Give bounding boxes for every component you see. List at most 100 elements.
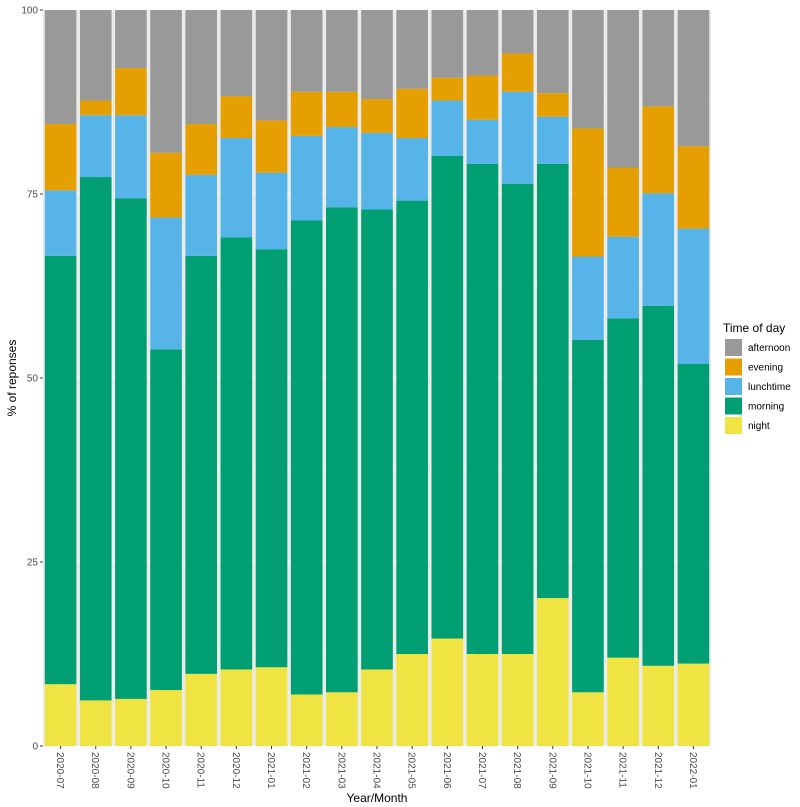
y-tick-label: 50 [27, 374, 39, 385]
bar-segment-night [431, 638, 464, 746]
bar-segment-evening [431, 77, 464, 101]
bar-segment-evening [536, 93, 569, 117]
bar-segment-night [361, 669, 393, 746]
bar-segment-evening [572, 128, 604, 257]
legend-key-afternoon [725, 339, 742, 356]
bar-segment-morning [536, 163, 569, 599]
bar-segment-afternoon [255, 10, 288, 121]
bar-segment-evening [396, 88, 428, 139]
bar-segment-morning [44, 255, 77, 685]
bar-segment-afternoon [607, 10, 639, 168]
bar-segment-night [572, 692, 604, 746]
bar-segment-evening [361, 99, 393, 133]
bar-segment-afternoon [115, 10, 147, 69]
x-tick-label: 2020-08 [89, 752, 100, 789]
bar-segment-morning [150, 349, 182, 691]
y-axis-title: % of reponses [5, 340, 19, 417]
bar-segment-night [536, 598, 569, 746]
x-tick-label: 2020-12 [230, 752, 241, 789]
legend-label-afternoon: afternoon [748, 343, 790, 354]
x-tick-label: 2020-07 [54, 752, 65, 789]
bar-segment-afternoon [536, 10, 569, 94]
bar-segment-afternoon [290, 10, 323, 92]
bar-segment-lunchtime [220, 138, 253, 238]
x-tick-label: 2021-08 [511, 752, 522, 789]
bar-segment-night [115, 698, 147, 746]
legend: Time of day afternoon evening lunchtime mor… [723, 321, 791, 434]
bar-segment-lunchtime [150, 217, 182, 350]
legend-label-night: night [748, 421, 770, 432]
bar-segment-evening [185, 124, 218, 175]
bar-segment-lunchtime [79, 115, 112, 178]
x-tick-label: 2021-03 [335, 752, 346, 789]
legend-key-evening [725, 358, 742, 376]
bar-segment-morning [607, 318, 639, 658]
bar-segment-night [326, 692, 358, 746]
bar-segment-lunchtime [572, 256, 604, 340]
bar-segment-lunchtime [255, 172, 288, 250]
bar-segment-morning [326, 207, 358, 693]
bar-segment-night [466, 654, 499, 746]
bar-segment-morning [79, 177, 112, 701]
bar-segment-afternoon [677, 10, 710, 147]
bar-segment-evening [79, 100, 112, 116]
bar-segment-evening [642, 106, 675, 194]
bar-segment-night [255, 667, 288, 746]
bar-segment-night [607, 657, 639, 746]
bar-segment-afternoon [220, 10, 253, 97]
bar-segment-morning [431, 155, 464, 639]
bar-segment-afternoon [326, 10, 358, 92]
bar-segment-morning [255, 249, 288, 668]
bar-segment-afternoon [572, 10, 604, 129]
bar-segment-night [220, 669, 253, 746]
bar-segment-lunchtime [466, 119, 499, 164]
bar-segment-morning [396, 200, 428, 654]
bar-segment-lunchtime [185, 174, 218, 256]
bar-segment-lunchtime [290, 135, 323, 221]
bar-segment-morning [466, 163, 499, 654]
legend-label-morning: morning [748, 402, 784, 413]
x-axis: 2020-07 2020-08 2020-09 2020-10 2020-11 2020-… [54, 746, 698, 789]
bar-segment-morning [361, 209, 393, 670]
bar-segment-lunchtime [115, 115, 147, 199]
bars [44, 10, 710, 746]
bar-segment-morning [501, 183, 534, 655]
bar-segment-morning [290, 220, 323, 695]
legend-key-morning [725, 397, 742, 415]
bar-segment-afternoon [431, 10, 464, 78]
bar-segment-afternoon [396, 10, 428, 89]
x-axis-title: Year/Month [347, 791, 408, 805]
bar-segment-evening [150, 152, 182, 218]
bar-segment-evening [501, 53, 534, 92]
bar-segment-morning [572, 339, 604, 693]
bar-segment-evening [220, 96, 253, 139]
bar-segment-evening [115, 68, 147, 116]
bar-segment-evening [255, 120, 288, 173]
bar-segment-lunchtime [536, 116, 569, 164]
bar-segment-afternoon [642, 10, 675, 107]
bar-segment-morning [677, 364, 710, 664]
bar-segment-afternoon [466, 10, 499, 76]
bar-segment-lunchtime [607, 236, 639, 319]
legend-label-lunchtime: lunchtime [748, 382, 791, 393]
y-tick-label: 25 [27, 558, 39, 569]
bar-segment-evening [677, 146, 710, 229]
bar-segment-lunchtime [44, 190, 77, 256]
bar-segment-night [642, 665, 675, 746]
y-tick-label: 75 [27, 190, 39, 201]
bar-segment-afternoon [150, 10, 182, 153]
bar-segment-lunchtime [677, 228, 710, 365]
legend-title: Time of day [723, 321, 785, 335]
bar-segment-night [290, 694, 323, 746]
x-tick-label: 2020-10 [160, 752, 171, 789]
bar-segment-afternoon [44, 10, 77, 125]
bar-segment-afternoon [361, 10, 393, 100]
x-tick-label: 2021-09 [546, 752, 557, 789]
bar-segment-night [396, 654, 428, 746]
x-tick-label: 2021-06 [441, 752, 452, 789]
legend-label-evening: evening [748, 363, 783, 374]
legend-items: afternoon evening lunchtime morning night [725, 339, 791, 434]
bar-segment-lunchtime [431, 100, 464, 156]
bar-segment-morning [220, 237, 253, 670]
